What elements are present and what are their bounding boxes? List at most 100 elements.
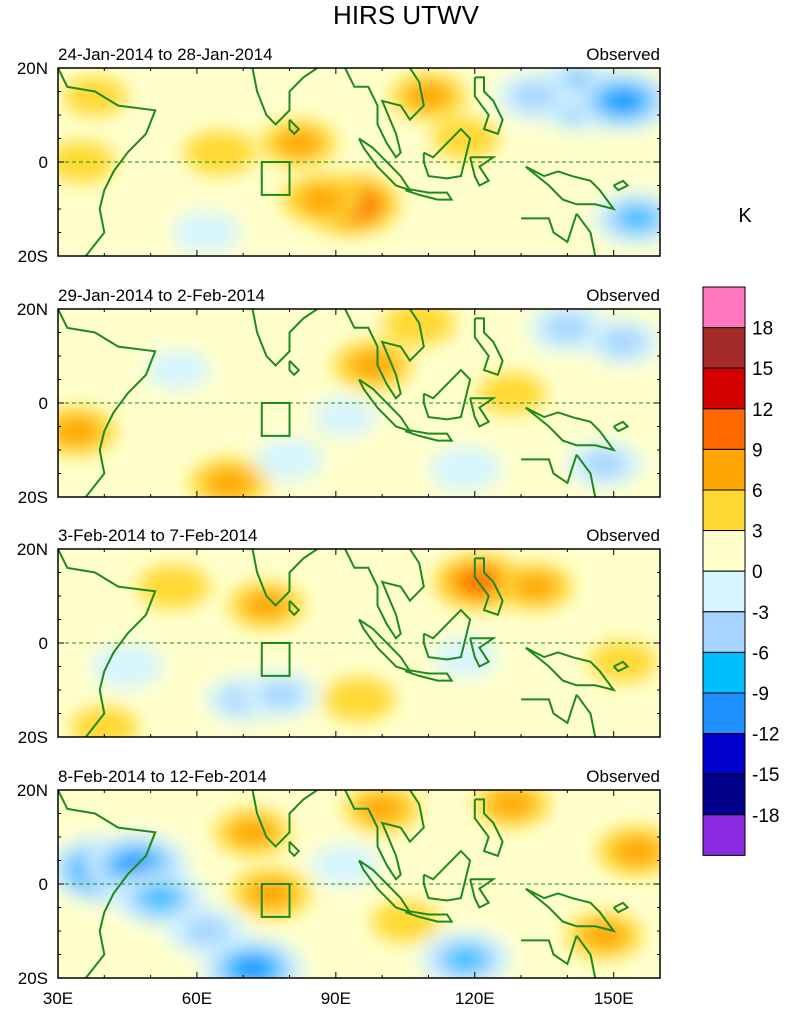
coastline [344,790,425,881]
anomaly-blob [445,947,486,972]
colorbar-label: 0 [752,562,763,583]
anomaly-blob [257,680,304,709]
coastline [251,549,318,607]
coastline [521,694,578,725]
anomaly-field [58,309,660,497]
panel-label: Observed [586,767,660,786]
anomaly-blob [612,836,660,866]
colorbar-label: -18 [752,806,779,827]
anomaly-blob [70,706,139,737]
coastline [521,213,578,244]
coastline [288,840,301,858]
anomaly-blob [63,76,128,116]
coastline [612,660,630,673]
x-tick-label: 30E [43,989,73,1008]
colorbar-swatch [702,448,746,491]
colorbar-swatch [702,692,746,735]
coastline [58,549,157,737]
coastline [422,127,472,180]
anomaly-blob [617,206,656,230]
panel-date-range: 29-Jan-2014 to 2-Feb-2014 [58,286,265,305]
colorbar-label: 6 [752,481,763,502]
y-tick-label: 20N [17,59,48,78]
coastline [525,887,617,933]
y-tick-label: 20S [18,247,48,266]
coastline [469,156,497,187]
anomaly-blob [510,81,559,111]
colorbar-swatch [702,611,746,653]
y-tick-label: 20N [17,300,48,319]
anomaly-blob [431,117,500,160]
panel-label: Observed [586,526,660,545]
panel-date-range: 3-Feb-2014 to 7-Feb-2014 [58,526,257,545]
y-tick-label: 20S [18,969,48,988]
anomaly-blob [581,450,628,479]
coastline [575,213,597,256]
coastline [251,68,318,126]
anomaly-blobs [58,309,660,497]
anomaly-blob [348,350,397,381]
coastline [525,406,617,452]
colorbar-swatch [702,327,746,369]
anomaly-blob [405,82,452,111]
coastline [58,68,157,256]
anomaly-blob [600,327,646,356]
colorbar-swatch [702,286,746,329]
coastline [473,317,504,377]
colorbar-label: -6 [752,643,769,664]
coastline [612,420,630,433]
anomaly-blob [146,350,211,390]
coastline [473,76,504,136]
panel-4: 20N 0 20S 8-Feb-2014 to 12-Feb-2014 Observed [17,767,661,988]
coastline [404,910,454,923]
colorbar-swatch [702,773,746,816]
coastline [473,798,504,858]
colorbar-label: 12 [752,400,773,421]
anomaly-blob [543,313,592,343]
anomaly-blob [371,900,440,943]
colorbar-label: 9 [752,440,763,461]
coastline [288,359,301,377]
colorbar-label: -3 [752,603,769,624]
anomaly-blob [235,958,270,978]
anomaly-blob [606,90,640,112]
panel-2: 20N 0 20S 29-Jan-2014 to 2-Feb-2014 Observed [17,286,661,507]
anomaly-blob [91,644,164,689]
x-tick-label: 120E [455,989,495,1008]
colorbar-swatch [702,570,746,613]
anomaly-field [58,68,660,256]
y-tick-label: 0 [39,875,48,894]
anomaly-blob [297,184,346,215]
anomaly-blob [255,438,324,481]
x-tick-label: 60E [182,989,212,1008]
anomaly-blob [58,416,101,446]
focus-box [260,883,291,918]
anomaly-blob [243,591,290,620]
coastline [612,179,630,192]
colorbar-label: 3 [752,522,763,543]
y-tick-label: 0 [39,153,48,172]
colorbar-label: 15 [752,359,773,380]
anomaly-blob [276,129,322,158]
coastline [525,165,617,211]
colorbar-label: -12 [752,725,779,746]
coastline [404,669,454,682]
colorbar-label: 18 [752,319,773,340]
y-tick-label: 20N [17,540,48,559]
y-tick-label: 20N [17,781,48,800]
coastline [288,118,301,136]
coastline [404,188,454,201]
coastline [575,694,597,737]
colorbar-swatch [702,408,746,450]
coastline [525,646,617,692]
coastlines [58,68,630,256]
y-tick-label: 20S [18,728,48,747]
colorbar-swatch [702,733,746,775]
panel-3: 20N 0 20S 3-Feb-2014 to 7-Feb-2014 Observed [17,526,661,747]
colorbar-label: -15 [752,765,779,786]
panel-date-range: 8-Feb-2014 to 12-Feb-2014 [58,767,267,786]
anomaly-blob [311,844,380,886]
panel-label: Observed [586,45,660,64]
anomaly-blob [512,572,558,601]
colorbar-swatch [702,814,746,856]
